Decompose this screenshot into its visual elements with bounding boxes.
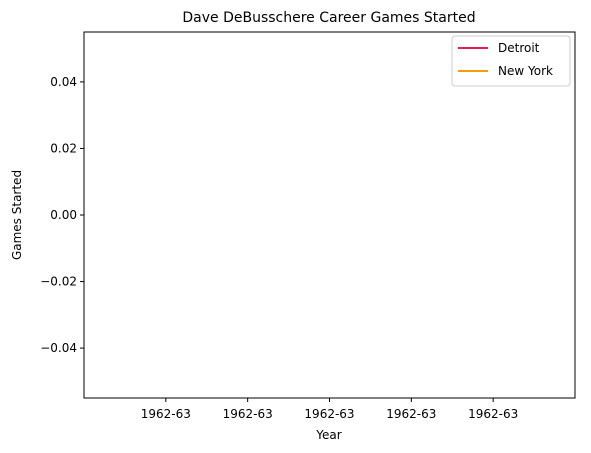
y-axis-label: Games Started: [10, 170, 24, 260]
chart-title: Dave DeBusschere Career Games Started: [182, 10, 475, 26]
legend-label: Detroit: [498, 41, 540, 55]
y-tick-label: 0.04: [50, 75, 77, 89]
legend-label: New York: [498, 64, 553, 78]
y-tick-label: 0.00: [50, 208, 77, 222]
x-tick-label: 1962-63: [468, 407, 518, 421]
x-axis-label: Year: [315, 428, 341, 442]
x-axis: 1962-63 1962-63 1962-63 1962-63 1962-63: [141, 398, 518, 421]
y-tick-label: −0.02: [40, 275, 77, 289]
y-tick-label: −0.04: [40, 341, 77, 355]
x-tick-label: 1962-63: [141, 407, 191, 421]
plot-area: [83, 31, 576, 399]
x-tick-label: 1962-63: [386, 407, 436, 421]
x-tick-label: 1962-63: [223, 407, 273, 421]
y-axis: −0.04 −0.02 0.00 0.02 0.04: [40, 75, 84, 355]
x-tick-label: 1962-63: [304, 407, 354, 421]
y-tick-label: 0.02: [50, 141, 77, 155]
legend: Detroit New York: [451, 35, 571, 87]
